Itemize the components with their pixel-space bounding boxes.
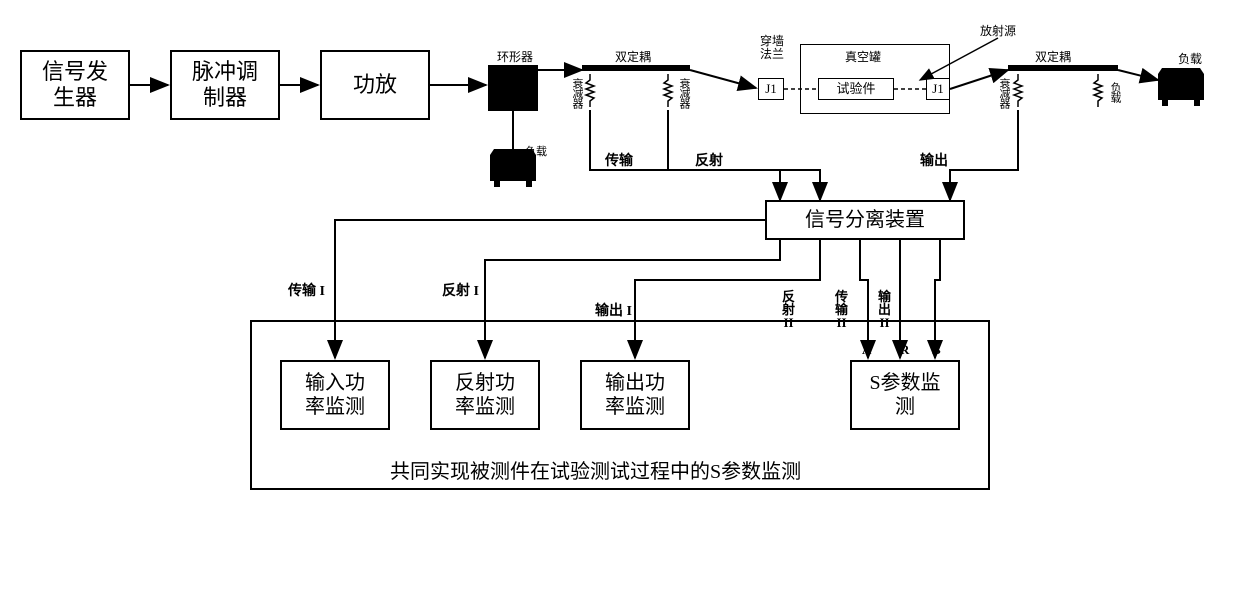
- signal-separation-box: 信号分离装置: [765, 200, 965, 240]
- refl1-label: 反射 I: [442, 280, 479, 300]
- signal-generator-box: 信号发生器: [20, 50, 130, 120]
- atten1-label: 衰减器: [569, 78, 585, 108]
- trans1-label: 传输 I: [288, 280, 325, 300]
- out-label: 输出: [920, 150, 948, 170]
- out1-label: 输出 I: [595, 300, 632, 320]
- bottom-text: 共同实现被测件在试验测试过程中的S参数监测: [390, 455, 801, 484]
- input-power-box: 输入功率监测: [280, 360, 390, 430]
- source-label: 放射源: [980, 22, 1016, 39]
- atten3-label: 衰减器: [996, 78, 1012, 108]
- output-power-box: 输出功率监测: [580, 360, 690, 430]
- refl2-label: 反射II: [782, 290, 795, 329]
- test-piece-box: 试验件: [818, 78, 894, 100]
- coupler1-label: 双定耦: [615, 48, 651, 65]
- reflect-power-box: 反射功率监测: [430, 360, 540, 430]
- atten2-label: 衰减器: [676, 78, 692, 108]
- circulator-label: 环形器: [497, 48, 533, 65]
- coupler2-label: 双定耦: [1035, 48, 1071, 65]
- trans2-label: 传输II: [835, 290, 848, 329]
- diagram-canvas: 信号发生器 脉冲调制器 功放 环形器 双定耦 穿墙法兰 真空罐 放射源 双定耦 …: [20, 20, 1220, 591]
- power-amp-box: 功放: [320, 50, 430, 120]
- out2-label: 输出II: [878, 290, 891, 329]
- s-param-box: S参数监测: [850, 360, 960, 430]
- refl-label: 反射: [695, 150, 723, 170]
- j1-right-box: J1: [926, 78, 950, 100]
- load-label: 负载: [1178, 50, 1202, 67]
- trans-label: 传输: [605, 150, 633, 170]
- A-label: A: [862, 342, 871, 358]
- load3-label: 负载: [1107, 82, 1123, 102]
- pulse-modulator-box: 脉冲调制器: [170, 50, 280, 120]
- flange-label: 穿墙法兰: [760, 35, 784, 60]
- R-label: R: [900, 342, 909, 358]
- load-below-circ-label: 负载: [525, 143, 547, 159]
- B-label: B: [932, 342, 941, 358]
- j1-left-box: J1: [758, 78, 784, 100]
